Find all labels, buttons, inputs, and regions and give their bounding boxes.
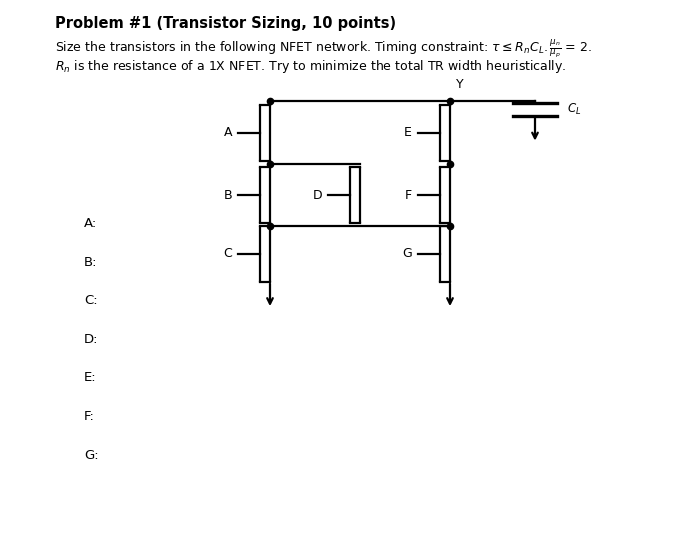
Text: B: B [223, 189, 232, 202]
Text: E: E [404, 126, 412, 139]
Text: C:: C: [84, 294, 97, 307]
Text: B:: B: [84, 256, 97, 269]
Text: D: D [312, 189, 322, 202]
Text: $R_n$ is the resistance of a 1X NFET. Try to minimize the total TR width heurist: $R_n$ is the resistance of a 1X NFET. Tr… [55, 58, 566, 75]
Text: Y: Y [456, 78, 463, 91]
Text: E:: E: [84, 371, 97, 384]
Text: F:: F: [84, 410, 95, 423]
Text: G:: G: [84, 449, 99, 461]
Text: $C_L$: $C_L$ [567, 101, 581, 116]
Text: A:: A: [84, 217, 97, 230]
Text: Problem #1 (Transistor Sizing, 10 points): Problem #1 (Transistor Sizing, 10 points… [55, 16, 396, 31]
Text: G: G [402, 247, 412, 260]
Text: C: C [223, 247, 232, 260]
Text: Size the transistors in the following NFET network. Timing constraint: $\tau \le: Size the transistors in the following NF… [55, 38, 592, 60]
Text: A: A [223, 126, 232, 139]
Text: D:: D: [84, 333, 99, 346]
Text: F: F [405, 189, 412, 202]
